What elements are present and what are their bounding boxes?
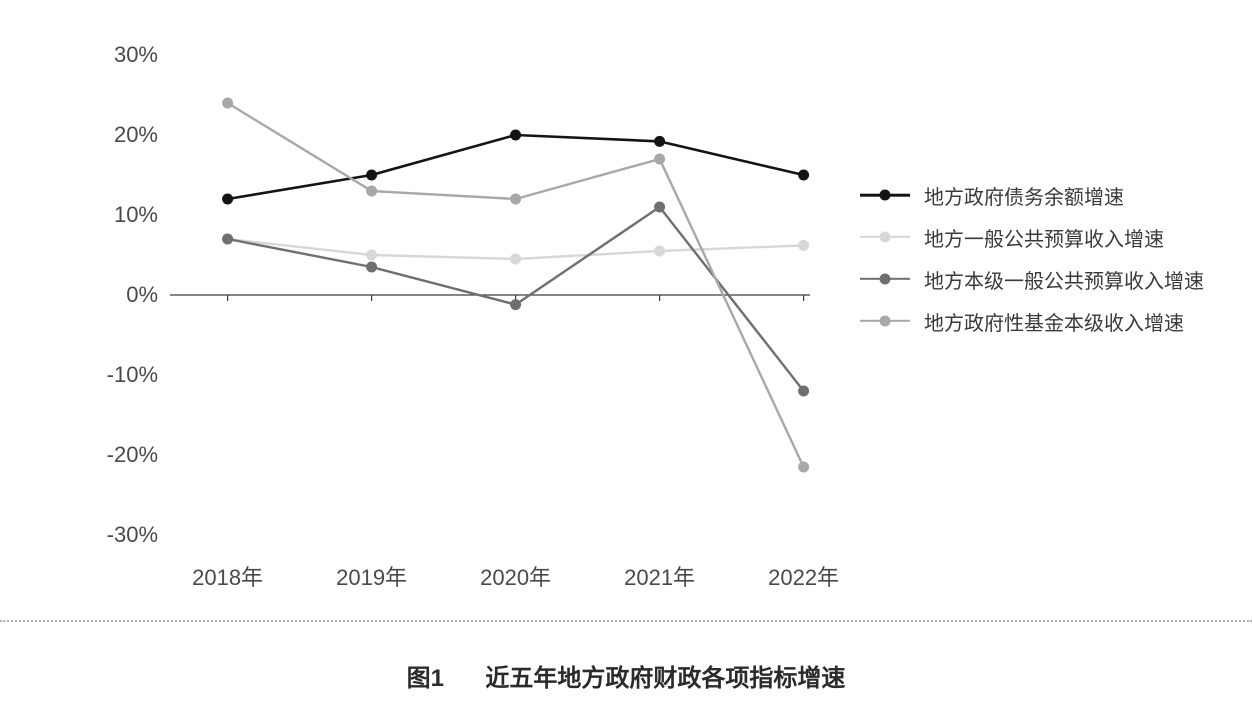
y-tick-label: 30% bbox=[114, 42, 158, 68]
legend-item: 地方政府债务余额增速 bbox=[860, 185, 1204, 205]
series-marker bbox=[798, 170, 809, 181]
caption-prefix: 图1 bbox=[407, 665, 444, 692]
x-tick-label: 2021年 bbox=[624, 560, 695, 592]
legend-swatch bbox=[860, 269, 910, 289]
x-tick-label: 2022年 bbox=[768, 560, 839, 592]
legend-item: 地方一般公共预算收入增速 bbox=[860, 227, 1204, 247]
chart-svg bbox=[170, 55, 810, 535]
legend-marker-icon bbox=[880, 232, 891, 243]
legend-label: 地方本级一般公共预算收入增速 bbox=[924, 265, 1204, 294]
x-tick-label: 2018年 bbox=[192, 560, 263, 592]
series-marker bbox=[654, 202, 665, 213]
series-line bbox=[228, 103, 804, 467]
series-marker bbox=[654, 136, 665, 147]
series-marker bbox=[222, 234, 233, 245]
series-marker bbox=[366, 170, 377, 181]
legend-swatch bbox=[860, 311, 910, 331]
figure-caption: 图1 近五年地方政府财政各项指标增速 bbox=[0, 658, 1252, 693]
chart-legend: 地方政府债务余额增速地方一般公共预算收入增速地方本级一般公共预算收入增速地方政府… bbox=[860, 185, 1204, 353]
y-tick-label: -30% bbox=[107, 522, 158, 548]
y-tick-label: 10% bbox=[114, 202, 158, 228]
chart-plot-area bbox=[170, 55, 810, 535]
y-tick-label: 0% bbox=[126, 282, 158, 308]
series-line bbox=[228, 135, 804, 199]
caption-text: 近五年地方政府财政各项指标增速 bbox=[485, 665, 845, 692]
series-marker bbox=[366, 262, 377, 273]
legend-label: 地方政府性基金本级收入增速 bbox=[924, 307, 1184, 336]
legend-marker-icon bbox=[880, 190, 891, 201]
series-marker bbox=[510, 299, 521, 310]
x-tick-label: 2019年 bbox=[336, 560, 407, 592]
y-tick-label: 20% bbox=[114, 122, 158, 148]
series-marker bbox=[222, 194, 233, 205]
legend-marker-icon bbox=[880, 316, 891, 327]
legend-swatch bbox=[860, 227, 910, 247]
figure-container: 30% 20% 10% 0% -10% -20% -30% 2018年 2019年 2020年 2… bbox=[0, 0, 1252, 715]
legend-swatch bbox=[860, 185, 910, 205]
legend-item: 地方政府性基金本级收入增速 bbox=[860, 311, 1204, 331]
series-marker bbox=[654, 246, 665, 257]
series-marker bbox=[366, 250, 377, 261]
series-marker bbox=[798, 386, 809, 397]
series-marker bbox=[510, 254, 521, 265]
series-marker bbox=[510, 130, 521, 141]
y-tick-label: -20% bbox=[107, 442, 158, 468]
y-tick-label: -10% bbox=[107, 362, 158, 388]
legend-item: 地方本级一般公共预算收入增速 bbox=[860, 269, 1204, 289]
series-marker bbox=[798, 240, 809, 251]
series-marker bbox=[222, 98, 233, 109]
series-marker bbox=[510, 194, 521, 205]
figure-divider bbox=[0, 620, 1252, 622]
legend-label: 地方一般公共预算收入增速 bbox=[924, 223, 1164, 252]
x-tick-label: 2020年 bbox=[480, 560, 551, 592]
series-marker bbox=[366, 186, 377, 197]
series-marker bbox=[798, 462, 809, 473]
legend-label: 地方政府债务余额增速 bbox=[924, 181, 1124, 210]
series-marker bbox=[654, 154, 665, 165]
legend-marker-icon bbox=[880, 274, 891, 285]
